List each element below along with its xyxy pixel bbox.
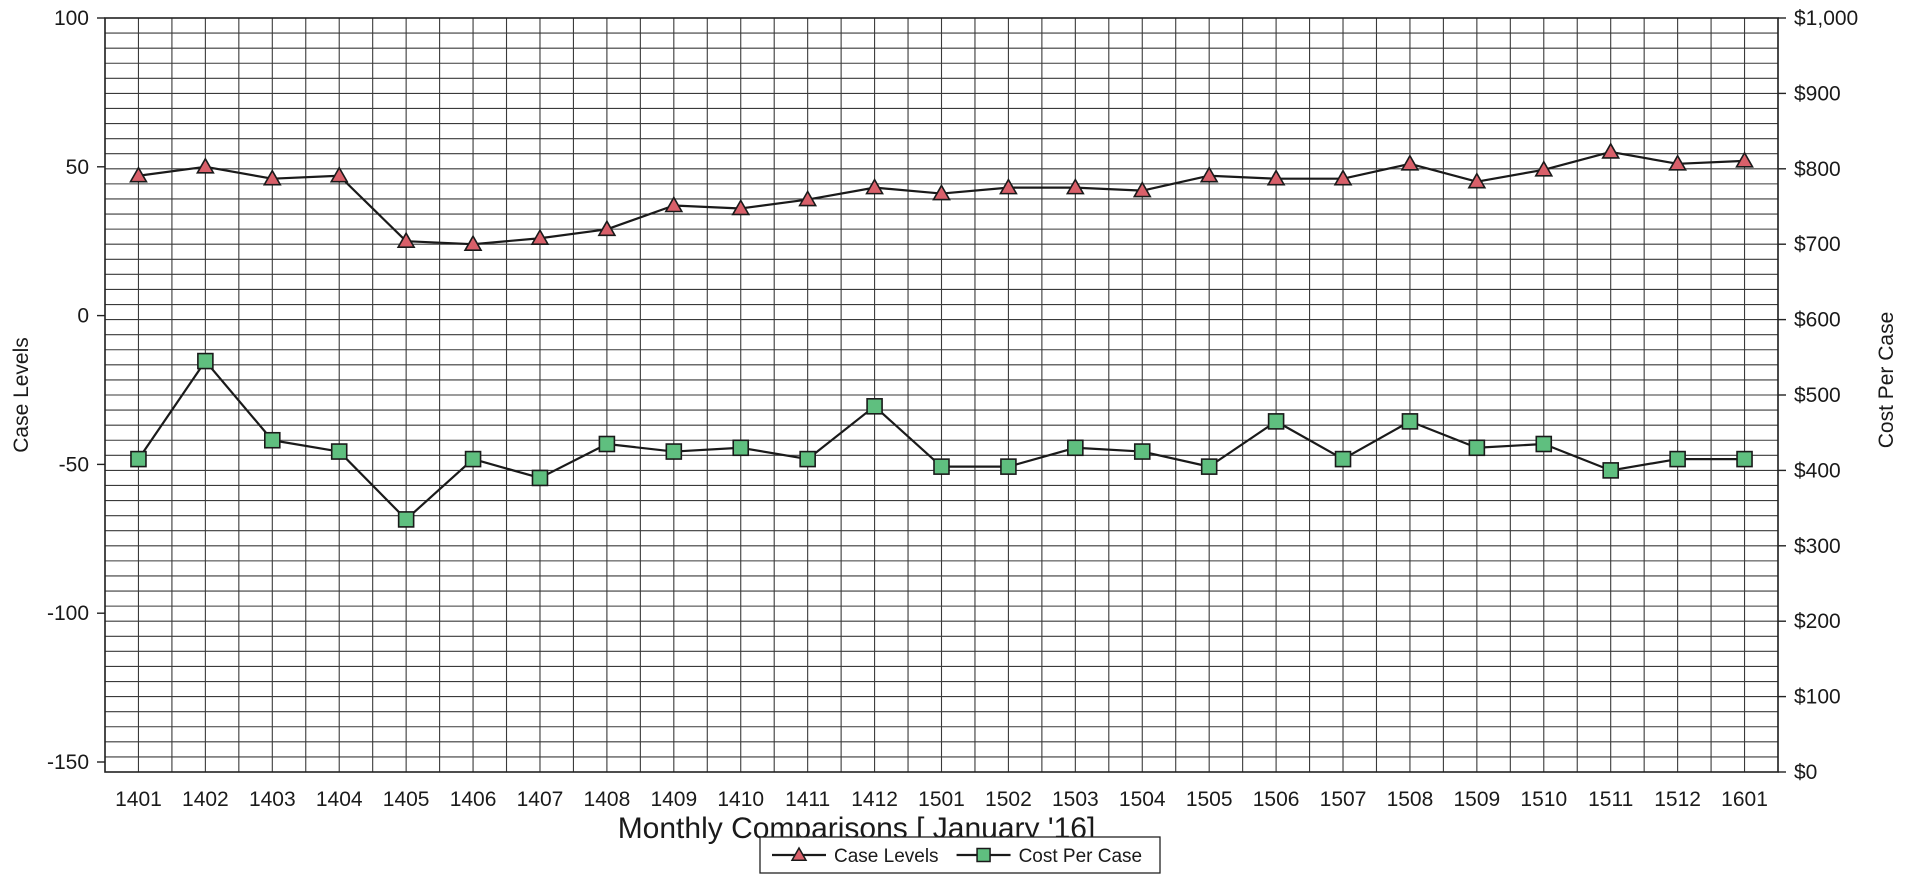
x-tick-label: 1504 <box>1119 788 1166 811</box>
data-point-cost-per-case <box>666 444 681 459</box>
right-tick-label: $200 <box>1794 610 1841 633</box>
data-point-cost-per-case <box>1536 437 1551 452</box>
data-point-case-levels <box>1737 153 1753 167</box>
data-point-cost-per-case <box>934 459 949 474</box>
x-tick-label: 1510 <box>1520 788 1567 811</box>
x-tick-label: 1401 <box>115 788 162 811</box>
data-point-cost-per-case <box>1469 440 1484 455</box>
data-point-case-levels <box>197 159 213 173</box>
x-tick-label: 1511 <box>1588 788 1633 811</box>
data-point-case-levels <box>331 168 347 182</box>
data-point-cost-per-case <box>1001 459 1016 474</box>
right-tick-label: $800 <box>1794 158 1841 181</box>
x-tick-label: 1407 <box>517 788 564 811</box>
grid <box>105 18 1778 772</box>
left-tick-label: -150 <box>47 751 89 774</box>
data-point-cost-per-case <box>800 452 815 467</box>
data-point-cost-per-case <box>265 433 280 448</box>
x-tick-label: 1509 <box>1454 788 1501 811</box>
data-point-cost-per-case <box>1402 414 1417 429</box>
right-tick-label: $1,000 <box>1794 7 1858 30</box>
x-tick-label: 1505 <box>1186 788 1233 811</box>
data-point-cost-per-case <box>599 437 614 452</box>
right-tick-label: $100 <box>1794 686 1841 709</box>
x-tick-label: 1507 <box>1320 788 1367 811</box>
left-tick-label: 100 <box>54 7 89 30</box>
x-tick-label: 1410 <box>717 788 764 811</box>
left-axis-ticks: -150 -100 -50 0 50 100 <box>47 7 105 774</box>
data-point-cost-per-case <box>1336 452 1351 467</box>
data-point-case-levels <box>1402 156 1418 170</box>
left-tick-label: -100 <box>47 602 89 625</box>
data-point-case-levels <box>1201 168 1217 182</box>
right-axis-ticks: $0 $100 $200 $300 $400 $500 $600 $700 $800 $900 $1… <box>1778 7 1858 784</box>
data-point-cost-per-case <box>1135 444 1150 459</box>
data-point-cost-per-case <box>1670 452 1685 467</box>
x-tick-label: 1411 <box>785 788 830 811</box>
right-axis-title: Cost Per Case <box>1875 312 1898 449</box>
right-tick-label: $500 <box>1794 384 1841 407</box>
left-tick-label: 0 <box>77 305 89 328</box>
data-point-cost-per-case <box>332 444 347 459</box>
x-tick-label: 1408 <box>584 788 631 811</box>
x-tick-label: 1403 <box>249 788 296 811</box>
x-tick-label: 1503 <box>1052 788 1099 811</box>
left-tick-label: -50 <box>59 453 89 476</box>
legend-label: Case Levels <box>834 846 939 867</box>
x-tick-label: 1409 <box>650 788 697 811</box>
legend-label: Cost Per Case <box>1019 846 1143 867</box>
data-point-cost-per-case <box>733 440 748 455</box>
data-point-cost-per-case <box>466 452 481 467</box>
right-tick-label: $900 <box>1794 82 1841 105</box>
data-point-cost-per-case <box>198 354 213 369</box>
data-point-case-levels <box>666 197 682 211</box>
right-tick-label: $0 <box>1794 761 1817 784</box>
right-tick-label: $300 <box>1794 535 1841 558</box>
data-point-cost-per-case <box>1068 440 1083 455</box>
x-tick-label: 1601 <box>1721 788 1768 811</box>
data-point-cost-per-case <box>1737 452 1752 467</box>
data-point-case-levels <box>867 180 883 194</box>
x-tick-label: 1508 <box>1387 788 1434 811</box>
left-axis-title: Case Levels <box>10 337 33 453</box>
data-point-cost-per-case <box>532 470 547 485</box>
right-tick-label: $400 <box>1794 459 1841 482</box>
x-tick-label: 1404 <box>316 788 363 811</box>
data-point-case-levels <box>1603 144 1619 158</box>
data-point-cost-per-case <box>1269 414 1284 429</box>
data-point-cost-per-case <box>399 512 414 527</box>
data-point-cost-per-case <box>1202 459 1217 474</box>
x-tick-label: 1501 <box>918 788 965 811</box>
data-point-cost-per-case <box>131 452 146 467</box>
right-tick-label: $600 <box>1794 309 1841 332</box>
x-tick-label: 1502 <box>985 788 1032 811</box>
right-tick-label: $700 <box>1794 233 1841 256</box>
legend-marker <box>977 849 990 862</box>
left-tick-label: 50 <box>66 156 89 179</box>
x-tick-label: 1412 <box>851 788 898 811</box>
x-tick-label: 1406 <box>450 788 497 811</box>
data-point-cost-per-case <box>1603 463 1618 478</box>
x-axis-ticks: 1401 1402 1403 1404 1405 1406 1407 1408 1409 1410… <box>115 788 1768 811</box>
x-tick-label: 1405 <box>383 788 430 811</box>
data-point-cost-per-case <box>867 399 882 414</box>
x-tick-label: 1512 <box>1654 788 1701 811</box>
x-tick-label: 1402 <box>182 788 229 811</box>
x-tick-label: 1506 <box>1253 788 1300 811</box>
legend: Case Levels Cost Per Case <box>760 837 1160 873</box>
